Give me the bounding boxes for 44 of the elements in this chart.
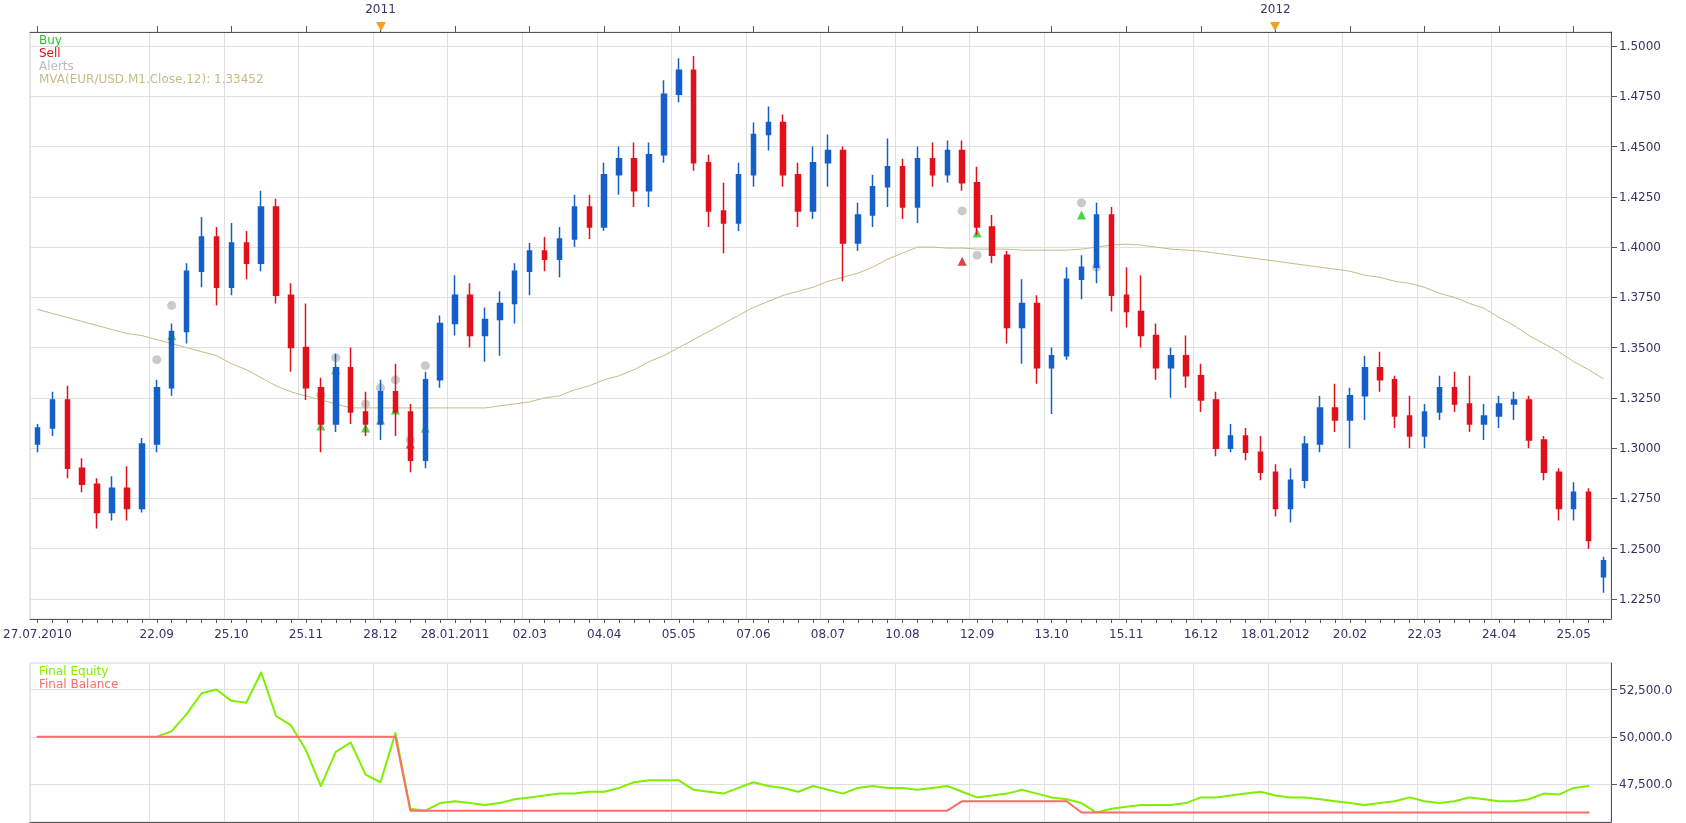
text: Final Equity: [39, 664, 109, 678]
x-tick-label: 27.07.2010: [3, 627, 72, 641]
x-tick-label: 28.12: [363, 627, 398, 641]
y-tick-label: 47,500.0: [1619, 777, 1673, 792]
x-tick-label: 24.04: [1481, 627, 1517, 641]
x-tick-label: 12.09: [959, 627, 995, 641]
text: Buy: [39, 33, 62, 47]
x-tick-label: 16.12: [1183, 627, 1219, 641]
x-tick-label: 08.07: [810, 627, 846, 641]
y-tick-label: 1.4500: [1619, 139, 1661, 154]
text: MVA(EUR/USD.M1.Close,12): 1.33452: [39, 72, 264, 86]
y-tick-label: 1.2750: [1619, 491, 1661, 506]
text: Sell: [39, 46, 61, 60]
y-tick-label: 1.4000: [1619, 240, 1661, 255]
y-tick-label: 52,500.0: [1619, 682, 1673, 697]
text: Alerts: [39, 59, 74, 73]
x-tick-label: 04.04: [587, 627, 622, 641]
annotation: 2012: [1260, 2, 1291, 16]
x-tick-label: 18.01.2012: [1241, 627, 1310, 641]
text: Final Balance: [39, 677, 119, 691]
x-tick-label: 22.09: [139, 627, 174, 641]
y-tick-label: 1.3250: [1619, 390, 1661, 405]
x-tick-label: 07.06: [736, 627, 771, 641]
y-tick-label: 1.2250: [1619, 591, 1661, 606]
x-tick-label: 25.10: [214, 627, 249, 641]
x-tick-label: 25.11: [288, 627, 324, 641]
x-tick-label: 20.02: [1332, 627, 1368, 641]
y-tick-label: 1.3000: [1619, 441, 1661, 456]
y-tick-label: 50,000.0: [1619, 729, 1673, 744]
annotation: 2011: [365, 2, 396, 16]
x-tick-label: 25.05: [1556, 627, 1591, 641]
x-tick-label: 13.10: [1034, 627, 1069, 641]
y-tick-label: 1.5000: [1619, 39, 1661, 54]
y-tick-label: 1.3500: [1619, 340, 1661, 355]
x-tick-label: 15.11: [1109, 627, 1144, 641]
y-tick-label: 1.3750: [1619, 290, 1661, 305]
x-tick-label: 02.03: [512, 627, 547, 641]
y-tick-label: 1.2500: [1619, 541, 1661, 556]
x-tick-label: 28.01.2011: [420, 627, 490, 641]
x-tick-label: 10.08: [885, 627, 920, 641]
y-tick-label: 1.4750: [1619, 89, 1661, 104]
y-tick-label: 1.4250: [1619, 189, 1661, 204]
x-tick-label: 05.05: [661, 627, 696, 641]
x-tick-label: 22.03: [1407, 627, 1442, 641]
